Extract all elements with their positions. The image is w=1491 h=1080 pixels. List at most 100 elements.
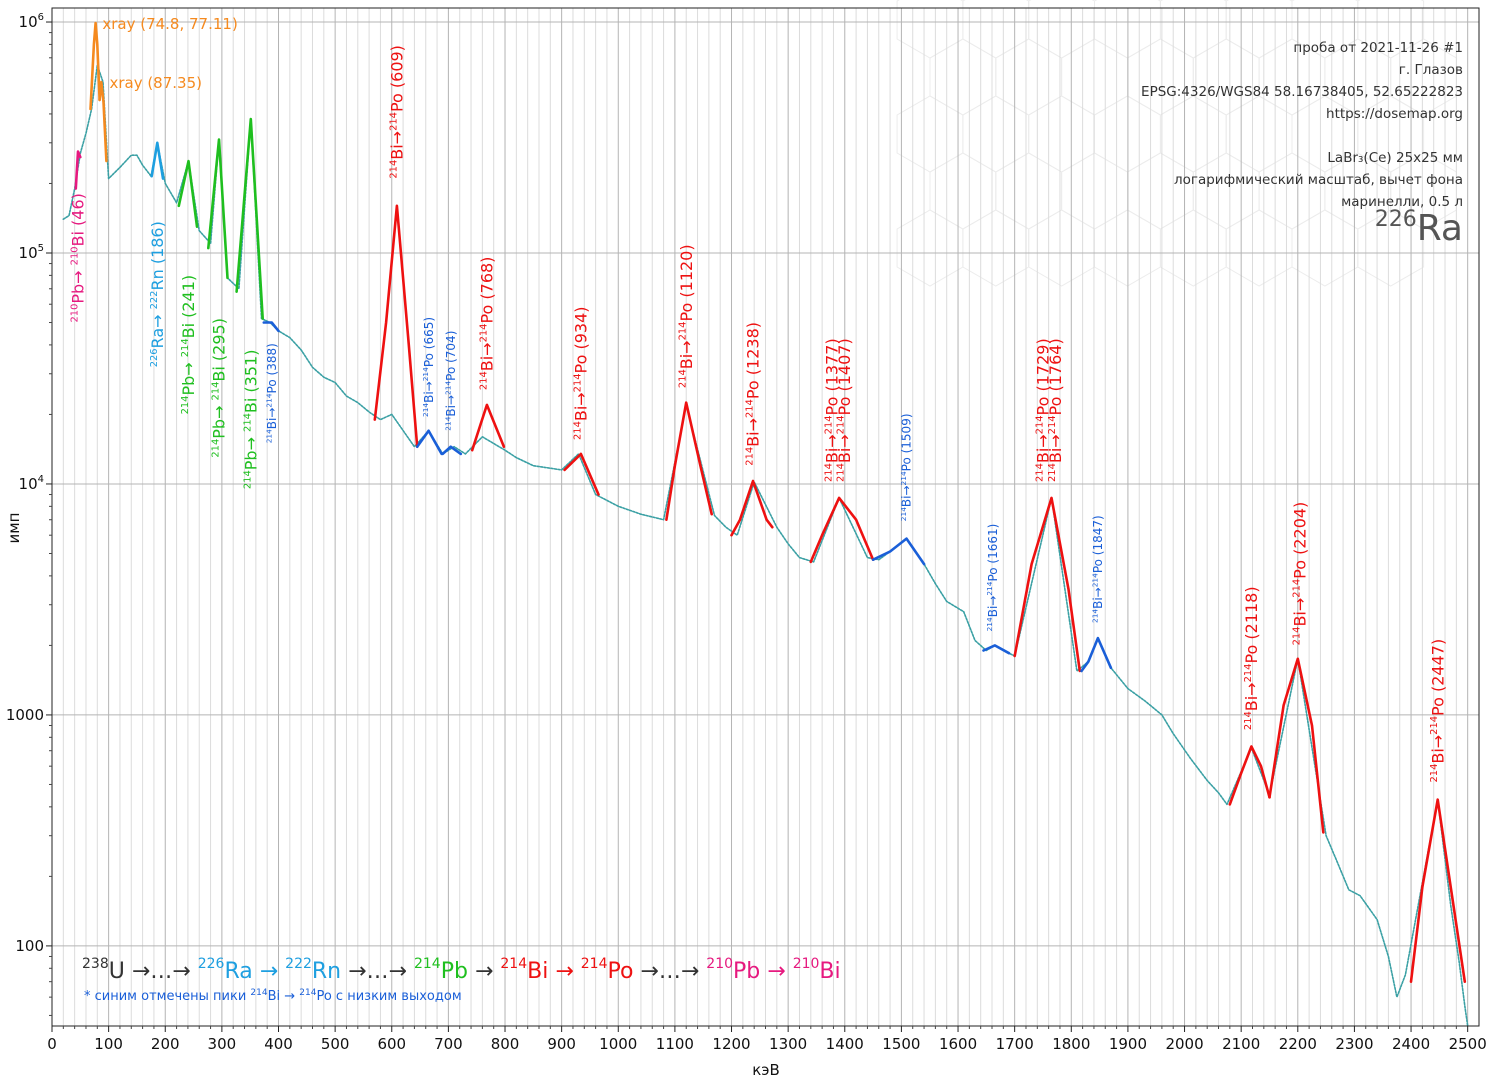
x-tick-label: 600 [377,1035,406,1053]
series-bi704 [441,445,463,456]
peak-label: 214Bi→214Po (934) [572,306,591,440]
peak-label: 214Bi→214Po (2204) [1291,502,1310,646]
x-tick-label: 0 [47,1035,57,1053]
x-tick-label: 2500 [1449,1035,1487,1053]
y-tick-label: 104 [19,474,44,493]
x-tick-label: 2400 [1392,1035,1430,1053]
x-tick-label: 2300 [1335,1035,1373,1053]
isotope-label: 226Ra [1375,207,1463,249]
info-line: https://dosemap.org [1326,106,1463,122]
info-line: проба от 2021-11-26 #1 [1293,40,1463,56]
peak-label: 214Bi→214Po (665) [421,317,436,417]
peak-label: 214Pb→ 214Bi (351) [241,350,260,490]
peak-label: 214Bi→214Po (1661) [985,524,1000,632]
peak-label: 214Bi→214Po (1238) [744,322,763,466]
y-tick-label: 1000 [6,706,44,724]
peak-label: 214Bi→214Po (609) [388,45,407,179]
x-tick-label: 900 [547,1035,576,1053]
series-bi1390 [809,496,875,564]
y-axis-label: имп [5,513,23,544]
decay-chain: 238U →…→ 226Ra → 222Rn →…→ 214Pb → 214Bi… [82,956,841,984]
series-bi934 [563,452,600,496]
y-tick-label: 105 [19,243,44,262]
series-bi1765 [1013,496,1082,673]
peak-label: 214Bi→214Po (704) [443,331,458,431]
x-tick-label: 1200 [712,1035,750,1053]
peak-label: 214Bi→214Po (1847) [1091,515,1106,623]
series-bi1509 [871,537,926,566]
peak-label: 214Bi→214Po (1729) [1034,338,1053,482]
series-pb46 [74,150,82,190]
grid [52,8,1479,1026]
hexagon-shape [1357,209,1425,287]
peak-label: 214Bi→214Po (1764) [1046,338,1065,482]
info-line: логарифмический масштаб, вычет фона [1174,172,1463,188]
series-xray1 [89,21,101,111]
series-group [62,21,1469,1027]
info-line: маринелли, 0.5 л [1341,194,1463,210]
series-pb351 [235,117,264,320]
y-tick-label: 106 [19,12,44,31]
x-tick-label: 1900 [1109,1035,1147,1053]
peak-label: 226Ra→ 222Rn (186) [148,221,167,367]
isotope-name: 226Ra [1375,207,1463,249]
peak-label: 214Pb→ 214Bi (295) [210,318,229,458]
peak-label: 214Bi→214Po (1377) [822,338,841,482]
hex-watermark [896,0,1457,287]
x-tick-label: 1400 [826,1035,864,1053]
series-bi2204 [1268,657,1325,834]
footnote-text: * синим отмечены пики 214Bi → 214Po с ни… [84,988,462,1004]
x-tick-label: 200 [151,1035,180,1053]
xray-label: xray (87.35) [109,74,202,92]
peak-label: 214Bi→214Po (1120) [677,244,696,388]
peak-label: 214Bi→214Po (2118) [1242,586,1261,730]
peak-label: 210Pb→ 210Bi (46) [69,193,88,322]
x-tick-label: 2100 [1222,1035,1260,1053]
xray-label: xray (74.8, 77.11) [102,15,237,33]
series-bi609 [373,204,419,448]
series-bi388 [262,321,280,333]
x-tick-label: 1600 [939,1035,977,1053]
x-tick-label: 800 [491,1035,520,1053]
x-tick-label: 1100 [656,1035,694,1053]
peak-label: 214Pb→ 214Bi (241) [179,275,198,415]
chain-text: 238U →…→ 226Ra → 222Rn →…→ 214Pb → 214Bi… [82,956,841,984]
series-bi768 [470,403,506,452]
info-line: LaBr₃(Ce) 25x25 мм [1327,150,1463,166]
x-tick-label: 2000 [1165,1035,1203,1053]
peak-annotations: xray (74.8, 77.11) xray (87.35) 210Pb→ 210… [69,15,1448,782]
info-line: EPSG:4326/WGS84 58.16738405, 52.65222823 [1141,84,1463,100]
series-bi2447 [1409,798,1467,983]
x-tick-label: 1700 [996,1035,1034,1053]
series-pb295 [207,138,229,280]
footnote: * синим отмечены пики 214Bi → 214Po с ни… [84,988,462,1004]
series-bi1120 [665,401,713,521]
x-tick-label: 500 [321,1035,350,1053]
x-tick-label: 100 [94,1035,123,1053]
series-xray2 [98,80,108,163]
peak-label: 214Bi→214Po (1509) [899,413,914,521]
x-ticks: 0 100 200 300 400 500 600 700 800 900 1000 1100 1200… [47,1026,1487,1053]
x-tick-label: 700 [434,1035,463,1053]
info-line: г. Глазов [1399,62,1463,78]
peak-label: 214Bi→214Po (1407) [835,338,854,482]
series-bi2118 [1228,745,1271,806]
series-bi1238 [730,479,774,537]
peak-label: 214Bi→214Po (2447) [1428,639,1447,783]
series-bi1661 [982,644,1011,655]
x-tick-label: 1300 [769,1035,807,1053]
x-tick-label: 300 [208,1035,237,1053]
series-ra186 [150,141,165,180]
y-ticks: 106 105 104 1000 100 [6,12,52,1016]
info-box: проба от 2021-11-26 #1 г. Глазов EPSG:4326… [1141,40,1463,210]
peak-label: 214Bi→214Po (388) [264,343,279,443]
x-tick-label: 400 [264,1035,293,1053]
series-bi1847 [1080,636,1113,673]
x-tick-label: 1800 [1052,1035,1090,1053]
x-axis-label: кэВ [752,1061,780,1079]
x-tick-label: 1000 [599,1035,637,1053]
series-pb241 [177,159,199,228]
y-tick-label: 100 [15,937,44,955]
x-tick-label: 2200 [1279,1035,1317,1053]
